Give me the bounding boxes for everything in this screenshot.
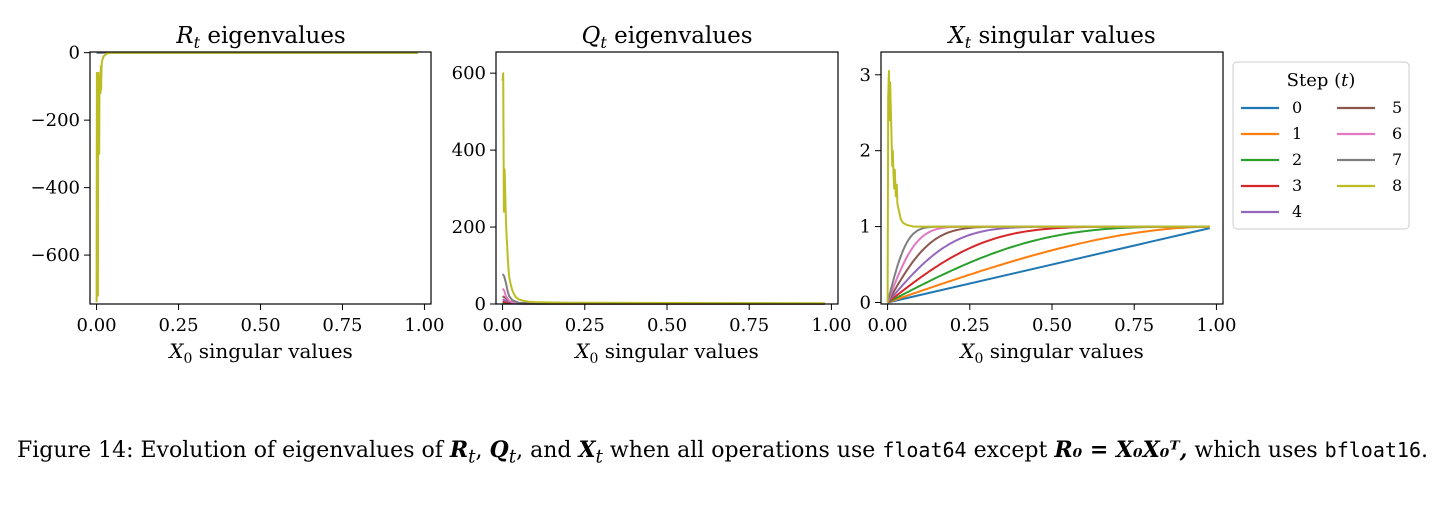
x-tick-label: 1.00	[811, 315, 851, 336]
x-tick-label: 1.00	[404, 315, 444, 336]
panel-q-eigenvalues: Qt eigenvalues 0.00 0.25 0.50 0.75 1.00 0 200…	[452, 23, 852, 367]
panel-title: Rt eigenvalues	[175, 23, 345, 52]
x-axis-label: X0 singular values	[167, 339, 353, 367]
caption-text-1: Evolution of eigenvalues of	[140, 438, 443, 463]
y-tick-label: −400	[31, 178, 80, 199]
legend-label: 7	[1392, 150, 1402, 169]
caption-sub: t	[595, 446, 603, 468]
x-tick-label: 0.25	[158, 315, 198, 336]
figure: Rt eigenvalues 0.00 0.25 0.50 0.75 1.00 0 −20…	[31, 23, 1410, 367]
x-tick-label: 0.00	[868, 315, 908, 336]
caption-sep: ,	[475, 438, 483, 463]
y-tick-label: 0	[475, 294, 486, 315]
x-axis-label: X0 singular values	[958, 339, 1144, 367]
y-axis: 0 1 2 3	[860, 65, 881, 313]
plot-frame	[89, 51, 432, 305]
panel-x-singular-values: Xt singular values 0.00 0.25 0.50 0.75 1.00 …	[860, 23, 1410, 367]
caption-text-3: except	[973, 438, 1048, 463]
x-tick-label: 0.75	[322, 315, 362, 336]
y-axis: 0 200 400 600	[452, 63, 496, 315]
y-tick-label: 200	[452, 217, 486, 238]
series-line-step-8	[501, 72, 825, 305]
legend: Step (t) 0 1 2 3 4 5 6 7 8	[1232, 61, 1410, 230]
series-line-step-8	[95, 51, 418, 303]
x-tick-label: 0.75	[1114, 315, 1154, 336]
series-line-step-1	[886, 225, 1210, 304]
legend-label: 2	[1292, 150, 1302, 169]
figure-caption: Figure 14: Evolution of eigenvalues of R…	[17, 434, 1432, 473]
y-tick-label: 600	[452, 63, 486, 84]
y-axis: 0 −200 −400 −600	[31, 43, 90, 266]
x-tick-label: 0.50	[240, 315, 280, 336]
x-axis: 0.00 0.25 0.50 0.75 1.00	[483, 304, 851, 336]
caption-label: Figure 14:	[17, 438, 134, 463]
caption-symbol-x: X	[578, 437, 596, 463]
caption-sub: t	[508, 446, 517, 468]
legend-label: 8	[1392, 176, 1402, 195]
caption-end: .	[1421, 438, 1428, 463]
y-tick-label: 400	[452, 140, 486, 161]
x-tick-label: 0.25	[950, 315, 990, 336]
x-tick-label: 0.00	[483, 315, 523, 336]
x-axis: 0.00 0.25 0.50 0.75 1.00	[77, 304, 444, 336]
x-tick-label: 0.50	[1032, 315, 1072, 336]
y-tick-label: 3	[860, 65, 871, 86]
x-tick-label: 1.00	[1196, 315, 1236, 336]
caption-symbol-q: Q	[489, 437, 509, 463]
series-line-step-2	[886, 225, 1210, 304]
y-tick-label: −200	[31, 110, 80, 131]
y-tick-label: −600	[31, 245, 80, 266]
caption-sep: , and	[516, 438, 572, 463]
series-line-step-8	[886, 70, 1210, 303]
plot-frame	[880, 51, 1224, 305]
legend-label: 5	[1392, 98, 1402, 117]
plot-frame	[495, 51, 839, 305]
legend-label: 4	[1292, 202, 1302, 221]
caption-sub: t	[468, 446, 476, 468]
panel-title: Xt singular values	[946, 23, 1155, 52]
series-line-step-6	[501, 287, 825, 305]
x-axis-label: X0 singular values	[573, 339, 759, 367]
y-tick-label: 2	[860, 141, 871, 162]
panel-title: Qt eigenvalues	[581, 23, 752, 52]
y-tick-label: 1	[860, 217, 871, 238]
caption-code-float64: float64	[882, 438, 967, 462]
caption-equation: R₀ = X₀X₀ᵀ,	[1054, 437, 1188, 463]
series-line-step-0	[887, 227, 1211, 304]
caption-symbol-r: R	[449, 437, 469, 463]
x-tick-label: 0.00	[77, 315, 117, 336]
plot-lines	[886, 70, 1211, 304]
plot-lines	[501, 72, 825, 305]
legend-label: 3	[1292, 176, 1302, 195]
x-tick-label: 0.50	[647, 315, 687, 336]
legend-title: Step (t)	[1287, 70, 1356, 91]
x-tick-label: 0.25	[565, 315, 605, 336]
x-tick-label: 0.75	[729, 315, 769, 336]
caption-text-4: which uses	[1194, 438, 1318, 463]
y-tick-label: 0	[860, 292, 871, 313]
y-tick-label: 0	[69, 43, 80, 64]
legend-label: 0	[1292, 98, 1302, 117]
x-axis: 0.00 0.25 0.50 0.75 1.00	[868, 304, 1236, 336]
legend-box	[1232, 61, 1410, 230]
series-line-step-7	[501, 273, 825, 305]
caption-code-bfloat16: bfloat16	[1324, 438, 1421, 462]
caption-text-2: when all operations use	[609, 438, 876, 463]
plot-lines	[95, 51, 418, 303]
legend-entries: 0 1 2 3 4 5 6 7 8	[1241, 98, 1402, 221]
legend-label: 1	[1292, 124, 1302, 143]
legend-label: 6	[1392, 124, 1402, 143]
panel-r-eigenvalues: Rt eigenvalues 0.00 0.25 0.50 0.75 1.00 0 −20…	[31, 23, 445, 367]
